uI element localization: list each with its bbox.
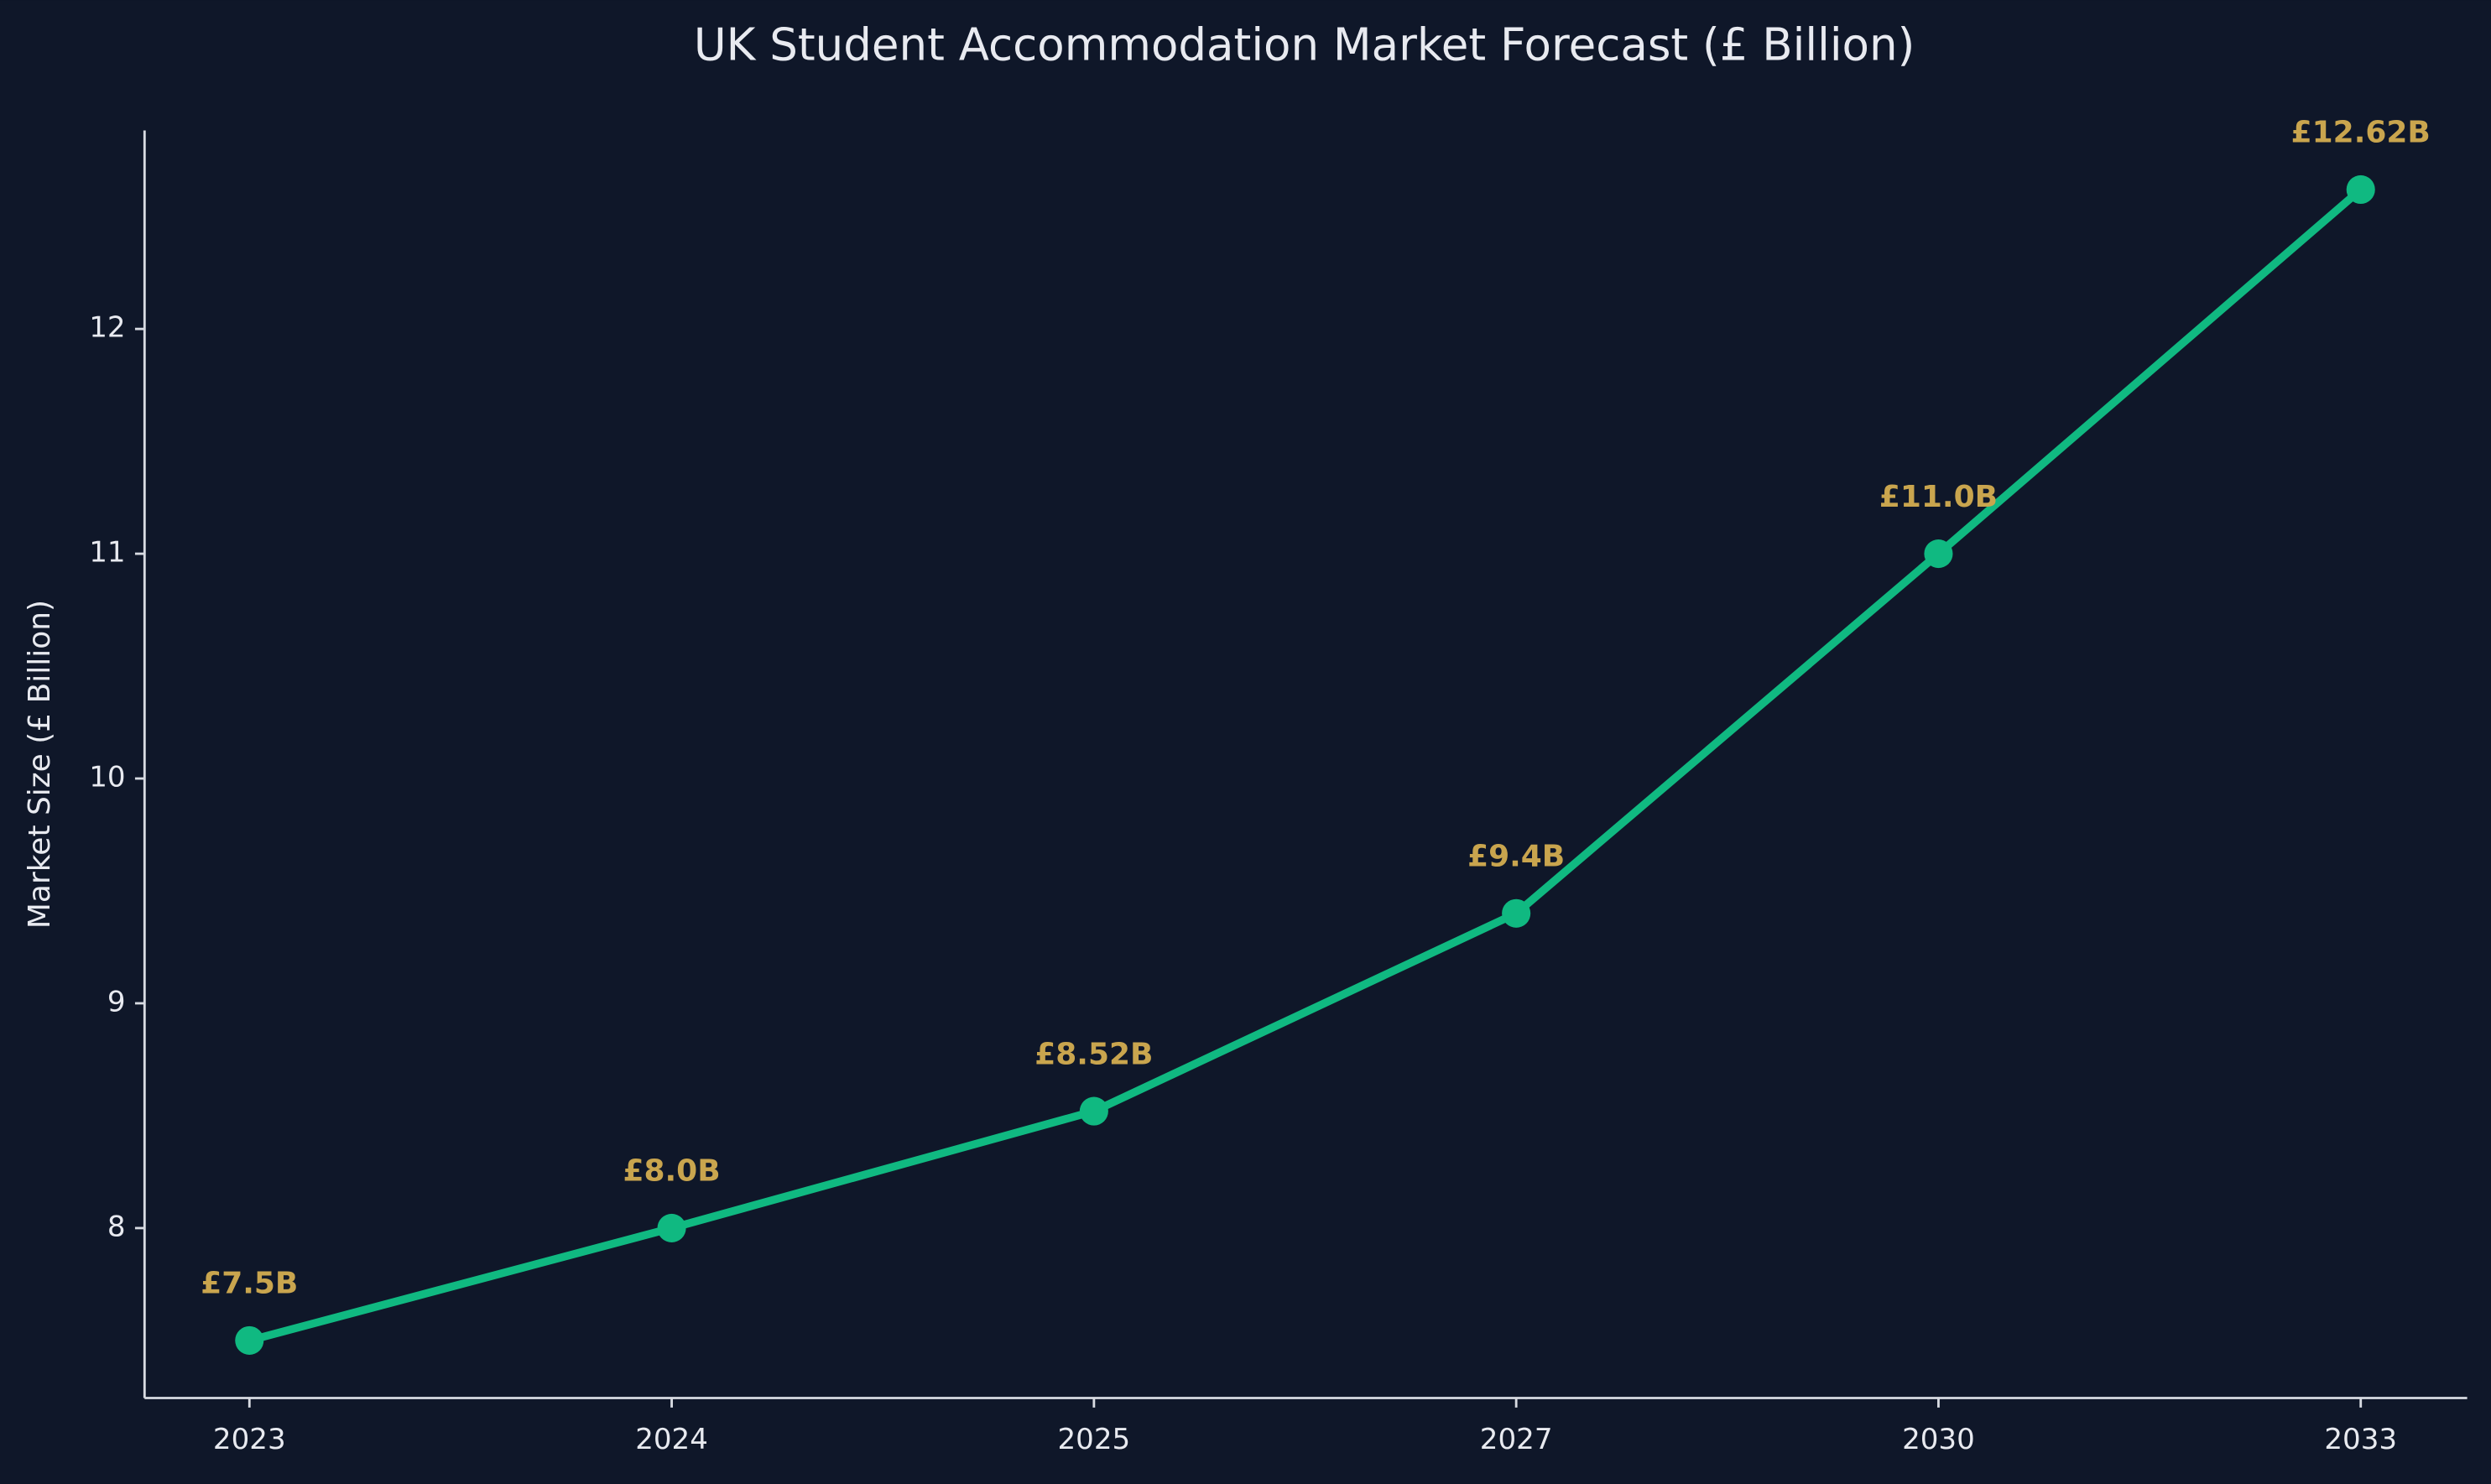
x-tick-label: 2025 xyxy=(1057,1423,1130,1456)
y-tick-label: 10 xyxy=(89,761,125,794)
value-label: £9.4B xyxy=(1467,840,1565,874)
y-tick-label: 12 xyxy=(89,311,125,345)
marker xyxy=(2346,174,2375,205)
value-label: £8.0B xyxy=(623,1154,720,1189)
value-label: £12.62B xyxy=(2291,116,2431,150)
x-tick-label: 2033 xyxy=(2324,1423,2397,1456)
y-axis-label: Market Size (£ Billion) xyxy=(23,600,57,929)
x-tick-label: 2030 xyxy=(1902,1423,1975,1456)
marker xyxy=(1502,898,1531,928)
x-tick-label: 2027 xyxy=(1480,1423,1553,1456)
chart-title: UK Student Accommodation Market Forecast… xyxy=(694,19,1915,71)
y-tick-label: 8 xyxy=(107,1210,126,1243)
line xyxy=(248,186,2363,1345)
marker xyxy=(1079,1096,1108,1126)
value-label: £8.52B xyxy=(1034,1037,1153,1071)
x-tick-label: 2023 xyxy=(213,1423,286,1456)
marker xyxy=(1924,539,1953,569)
x-tick-label: 2024 xyxy=(635,1423,708,1456)
value-label: £7.5B xyxy=(201,1267,298,1301)
y-tick-label: 9 xyxy=(107,985,126,1018)
marker xyxy=(657,1213,686,1242)
marker xyxy=(235,1325,264,1355)
value-label: £11.0B xyxy=(1879,480,1998,514)
y-tick-label: 11 xyxy=(89,536,125,570)
